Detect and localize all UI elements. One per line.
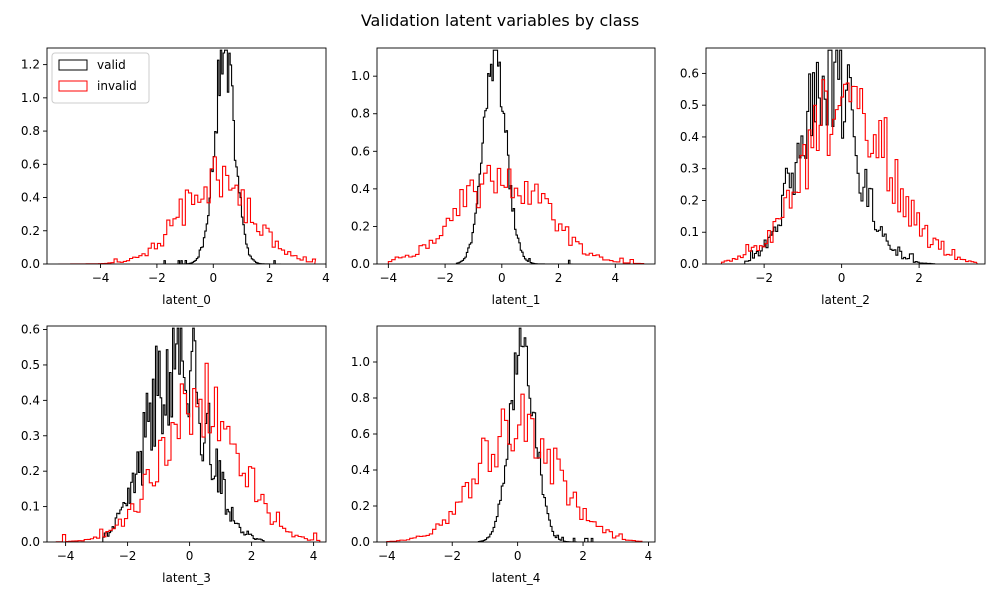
subplot-5: −4 −2 0 2 4 0.0 0.2 0.4 0.6 0.8 1.0 latent_4 xyxy=(351,325,656,585)
y-tick-label: 0.0 xyxy=(351,257,370,271)
y-tick-label: 0.3 xyxy=(21,429,40,443)
x-tick-label: 2 xyxy=(915,271,923,285)
y-tick-label: 0.0 xyxy=(21,535,40,549)
y-tick-label: 0.4 xyxy=(21,191,40,205)
x-tick-label: −2 xyxy=(755,271,773,285)
y-tick-label: 0.4 xyxy=(351,463,370,477)
x-axis-label: latent_3 xyxy=(162,571,211,585)
y-tick-label: 1.0 xyxy=(21,91,40,105)
histogram-invalid-series xyxy=(720,79,978,264)
y-tick-label: 0.1 xyxy=(680,225,699,239)
y-tick-label: 0.1 xyxy=(21,500,40,514)
y-tick-label: 1.2 xyxy=(21,58,40,72)
y-tick-label: 0.4 xyxy=(351,182,370,196)
x-tick-label: 2 xyxy=(248,549,256,563)
legend-swatch-valid xyxy=(58,59,88,71)
histogram-valid-series xyxy=(162,49,281,264)
legend-swatch-invalid xyxy=(58,80,88,92)
x-tick-label: 0 xyxy=(838,271,846,285)
x-tick-label: −2 xyxy=(148,271,166,285)
x-tick-label: 2 xyxy=(555,271,563,285)
y-tick-label: 0.3 xyxy=(680,162,699,176)
x-tick-label: −4 xyxy=(378,549,396,563)
x-tick-label: −4 xyxy=(57,549,75,563)
x-axis-label: latent_0 xyxy=(162,293,211,307)
y-tick-label: 0.6 xyxy=(21,157,40,171)
y-tick-label: 0.2 xyxy=(351,219,370,233)
histogram-invalid-series xyxy=(58,156,317,264)
axes-frame xyxy=(376,47,656,265)
axes-frame xyxy=(46,325,327,543)
y-tick-label: 0.6 xyxy=(21,323,40,337)
y-tick-label: 0.2 xyxy=(351,499,370,513)
subplot-3: −2 0 2 0.0 0.1 0.2 0.3 0.4 0.5 0.6 latent_2 xyxy=(680,47,986,307)
figure-title: Validation latent variables by class xyxy=(361,11,639,30)
x-tick-label: 4 xyxy=(310,549,318,563)
x-tick-label: 4 xyxy=(645,549,653,563)
histogram-invalid-series xyxy=(386,393,643,542)
y-tick-label: 0.6 xyxy=(351,427,370,441)
axes-frame xyxy=(705,47,986,265)
subplot-1: −4 −2 0 2 4 0.0 0.2 0.4 0.6 0.8 1.0 1.2 latent_0 vali… xyxy=(21,47,330,307)
subplot-4: −4 −2 0 2 4 0.0 0.1 0.2 0.3 0.4 0.5 0.6 latent_3 xyxy=(21,323,327,585)
x-tick-label: 0 xyxy=(498,271,506,285)
x-tick-label: 0 xyxy=(514,549,522,563)
y-tick-label: 0.2 xyxy=(680,193,699,207)
x-axis-label: latent_4 xyxy=(492,571,541,585)
histogram-valid-series xyxy=(102,327,265,542)
y-tick-label: 1.0 xyxy=(351,355,370,369)
y-tick-label: 0.0 xyxy=(351,535,370,549)
histogram-invalid-series xyxy=(387,164,645,264)
axes-frame xyxy=(46,47,327,265)
y-tick-label: 0.5 xyxy=(21,358,40,372)
x-tick-label: −4 xyxy=(92,271,110,285)
x-axis-label: latent_1 xyxy=(492,293,541,307)
y-tick-label: 0.4 xyxy=(21,393,40,407)
legend-label-valid: valid xyxy=(97,58,126,72)
y-tick-label: 0.0 xyxy=(21,257,40,271)
y-tick-label: 0.8 xyxy=(21,124,40,138)
x-tick-label: −2 xyxy=(436,271,454,285)
y-tick-label: 0.5 xyxy=(680,98,699,112)
histogram-invalid-series xyxy=(55,362,321,542)
x-axis-label: latent_2 xyxy=(821,293,870,307)
x-tick-label: 4 xyxy=(322,271,330,285)
x-tick-label: 2 xyxy=(266,271,274,285)
x-tick-label: −4 xyxy=(379,271,397,285)
x-tick-label: 0 xyxy=(209,271,217,285)
x-tick-label: −2 xyxy=(119,549,137,563)
y-tick-label: 0.8 xyxy=(351,107,370,121)
histogram-valid-series xyxy=(744,49,936,264)
y-tick-label: 0.0 xyxy=(680,257,699,271)
histogram-valid-series xyxy=(455,49,573,264)
y-tick-label: 0.8 xyxy=(351,391,370,405)
y-tick-label: 1.0 xyxy=(351,69,370,83)
histogram-valid-series xyxy=(477,327,594,542)
x-tick-label: −2 xyxy=(443,549,461,563)
y-tick-label: 0.2 xyxy=(21,224,40,238)
subplot-2: −4 −2 0 2 4 0.0 0.2 0.4 0.6 0.8 1.0 latent_1 xyxy=(351,47,656,307)
legend: valid invalid xyxy=(51,52,150,104)
legend-label-invalid: invalid xyxy=(97,79,137,93)
y-tick-label: 0.6 xyxy=(351,144,370,158)
y-tick-label: 0.4 xyxy=(680,130,699,144)
y-tick-label: 0.2 xyxy=(21,464,40,478)
x-tick-label: 2 xyxy=(579,549,587,563)
y-tick-label: 0.6 xyxy=(680,66,699,80)
x-tick-label: 0 xyxy=(186,549,194,563)
x-tick-label: 4 xyxy=(611,271,619,285)
